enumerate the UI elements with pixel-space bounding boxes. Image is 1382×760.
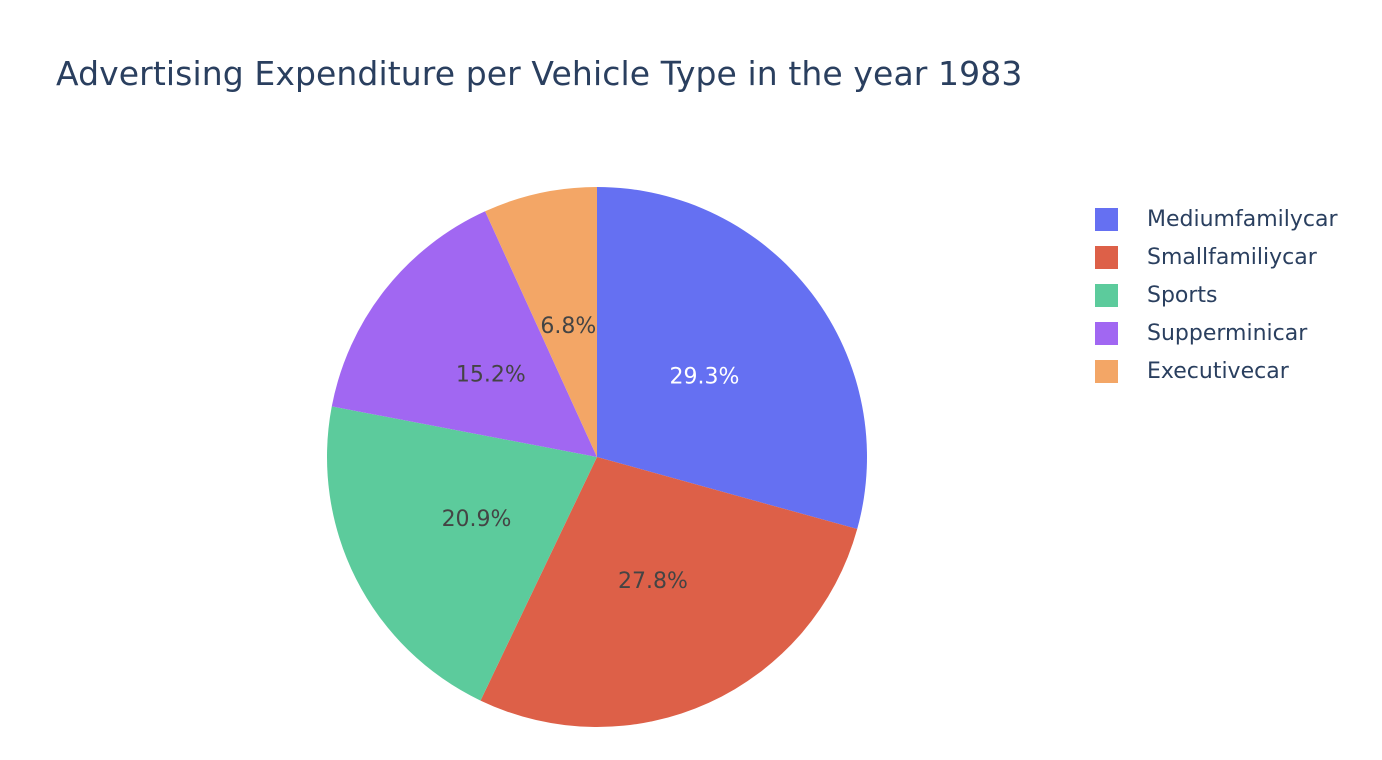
legend-label: Executivecar <box>1147 358 1289 384</box>
slice-label-mediumfamilycar: 29.3% <box>670 364 740 389</box>
pie-slice-mediumfamilycar[interactable] <box>597 187 868 530</box>
legend-item-supperminicar[interactable]: Supperminicar <box>1095 314 1338 352</box>
slice-label-sports: 20.9% <box>442 507 512 532</box>
legend-swatch <box>1095 283 1118 307</box>
pie-slice-executivecar[interactable] <box>485 187 597 457</box>
legend-swatch <box>1095 207 1118 231</box>
slice-label-supperminicar: 15.2% <box>456 363 526 388</box>
chart-title: Advertising Expenditure per Vehicle Type… <box>56 54 1023 93</box>
slice-label-executivecar: 6.8% <box>540 314 596 339</box>
legend-label: Smallfamiliycar <box>1147 244 1317 270</box>
legend-item-executivecar[interactable]: Executivecar <box>1095 352 1338 390</box>
legend-label: Mediumfamilycar <box>1147 206 1338 232</box>
pie-slice-labels: 29.3% 27.8% 20.9% 15.2% 6.8% <box>442 314 740 594</box>
slice-label-smallfamiliycar: 27.8% <box>618 569 688 594</box>
pie-slice-smallfamiliycar[interactable] <box>480 457 858 728</box>
legend-swatch <box>1095 245 1118 269</box>
legend-label: Sports <box>1147 282 1218 308</box>
legend-swatch <box>1095 359 1118 383</box>
legend[interactable]: Mediumfamilycar Smallfamiliycar Sports Supp… <box>1095 200 1338 390</box>
legend-swatch <box>1095 321 1118 345</box>
legend-label: Supperminicar <box>1147 320 1308 346</box>
pie-slices <box>326 187 868 728</box>
legend-item-mediumfamilycar[interactable]: Mediumfamilycar <box>1095 200 1338 238</box>
legend-item-sports[interactable]: Sports <box>1095 276 1338 314</box>
pie-slice-sports[interactable] <box>326 406 597 701</box>
legend-item-smallfamiliycar[interactable]: Smallfamiliycar <box>1095 238 1338 276</box>
pie-slice-supperminicar[interactable] <box>331 211 597 457</box>
